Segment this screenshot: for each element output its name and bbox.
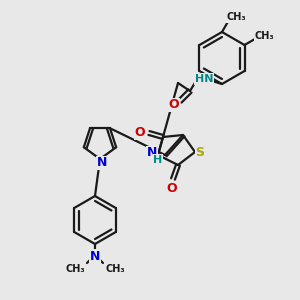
Text: O: O [169, 98, 179, 112]
Text: CH₃: CH₃ [105, 264, 125, 274]
Text: HN: HN [195, 74, 213, 84]
Text: N: N [97, 157, 107, 169]
Text: N: N [147, 146, 157, 160]
Text: O: O [135, 127, 145, 140]
Text: H: H [153, 155, 163, 165]
Text: CH₃: CH₃ [226, 12, 246, 22]
Text: CH₃: CH₃ [65, 264, 85, 274]
Text: N: N [90, 250, 100, 262]
Text: CH₃: CH₃ [255, 31, 274, 41]
Text: S: S [196, 146, 205, 158]
Text: O: O [167, 182, 177, 194]
